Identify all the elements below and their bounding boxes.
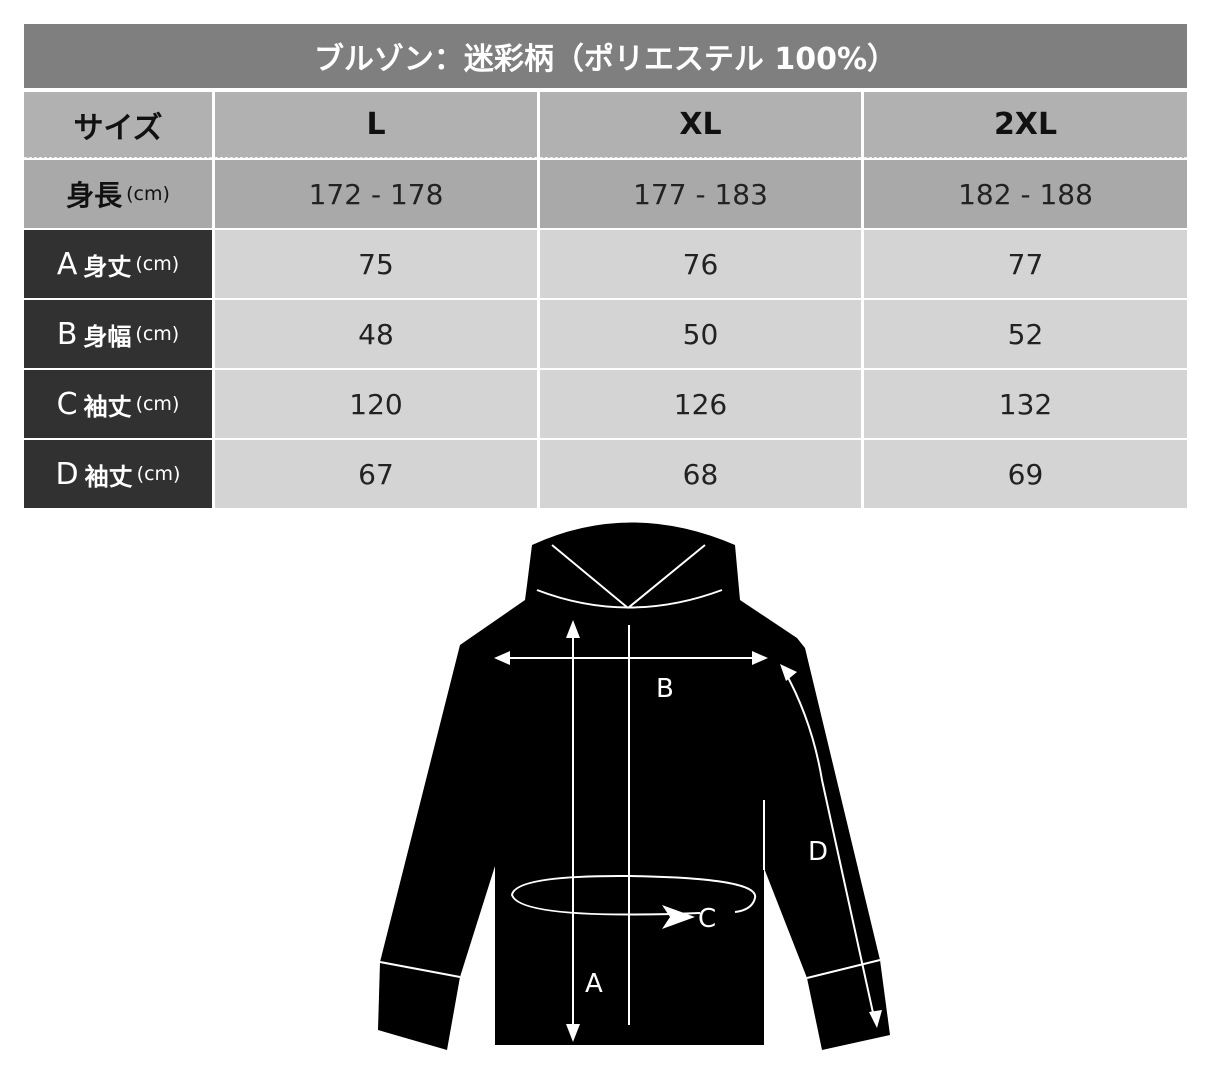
height-xl: 177 - 183 xyxy=(540,160,861,228)
row-unit: (cm) xyxy=(135,253,180,275)
row-letter: A xyxy=(56,246,78,282)
value-l: 67 xyxy=(215,440,537,508)
row-measure-label: 袖丈 xyxy=(84,462,133,491)
hood-line-left xyxy=(551,544,629,609)
arrow-c-head xyxy=(662,905,695,929)
size-l-header: L xyxy=(215,92,537,158)
value-xl: 50 xyxy=(540,300,861,368)
arrow-d-head-top xyxy=(780,664,797,681)
label-d: D xyxy=(808,837,828,867)
value-l: 120 xyxy=(215,370,537,438)
row-measure-label: 身丈 xyxy=(83,252,132,281)
label-b: B xyxy=(656,674,674,704)
cuff-left xyxy=(379,961,461,978)
row-unit: (cm) xyxy=(135,393,180,415)
value-xl: 76 xyxy=(540,230,861,298)
value-xl: 126 xyxy=(540,370,861,438)
height-unit: (cm) xyxy=(126,183,170,205)
row-label: D 袖丈 (cm) xyxy=(24,440,212,508)
label-a: A xyxy=(585,969,603,999)
arrow-d-line xyxy=(783,669,876,1023)
row-label: A 身丈 (cm) xyxy=(24,230,212,298)
row-unit: (cm) xyxy=(136,463,181,485)
arrow-a-head-bottom xyxy=(566,1024,580,1042)
size-header-label: サイズ xyxy=(24,92,212,158)
row-unit: (cm) xyxy=(135,323,180,345)
arrow-b-head-left xyxy=(494,651,510,665)
row-measure-label: 身幅 xyxy=(83,322,132,351)
row-letter: D xyxy=(55,456,79,492)
value-2xl: 69 xyxy=(864,440,1187,508)
table-title: ブルゾン：迷彩柄（ポリエステル 100%） xyxy=(24,24,1187,88)
arrow-a-head-top xyxy=(566,620,580,638)
row-label: C 袖丈 (cm) xyxy=(24,370,212,438)
arrow-b-head-right xyxy=(752,651,768,665)
value-l: 48 xyxy=(215,300,537,368)
size-xl-header: XL xyxy=(540,92,861,158)
height-label: 身長 xyxy=(66,179,123,212)
cuff-right xyxy=(806,959,881,979)
arrow-d-head-bottom xyxy=(869,1010,882,1028)
value-xl: 68 xyxy=(540,440,861,508)
row-letter: C xyxy=(56,386,78,422)
row-letter: B xyxy=(56,316,78,352)
label-c: C xyxy=(698,904,716,934)
height-2xl: 182 - 188 xyxy=(864,160,1187,228)
value-2xl: 132 xyxy=(864,370,1187,438)
hoodie-silhouette xyxy=(378,522,890,1050)
arrow-c-ellipse xyxy=(510,874,757,916)
row-measure-label: 袖丈 xyxy=(83,392,132,421)
value-l: 75 xyxy=(215,230,537,298)
value-2xl: 52 xyxy=(864,300,1187,368)
hood-line-right xyxy=(627,544,706,609)
height-row-label: 身長 (cm) xyxy=(24,160,212,228)
row-label: B 身幅 (cm) xyxy=(24,300,212,368)
height-l: 172 - 178 xyxy=(215,160,537,228)
hood-edge xyxy=(536,589,723,609)
size-2xl-header: 2XL xyxy=(864,92,1187,158)
value-2xl: 77 xyxy=(864,230,1187,298)
